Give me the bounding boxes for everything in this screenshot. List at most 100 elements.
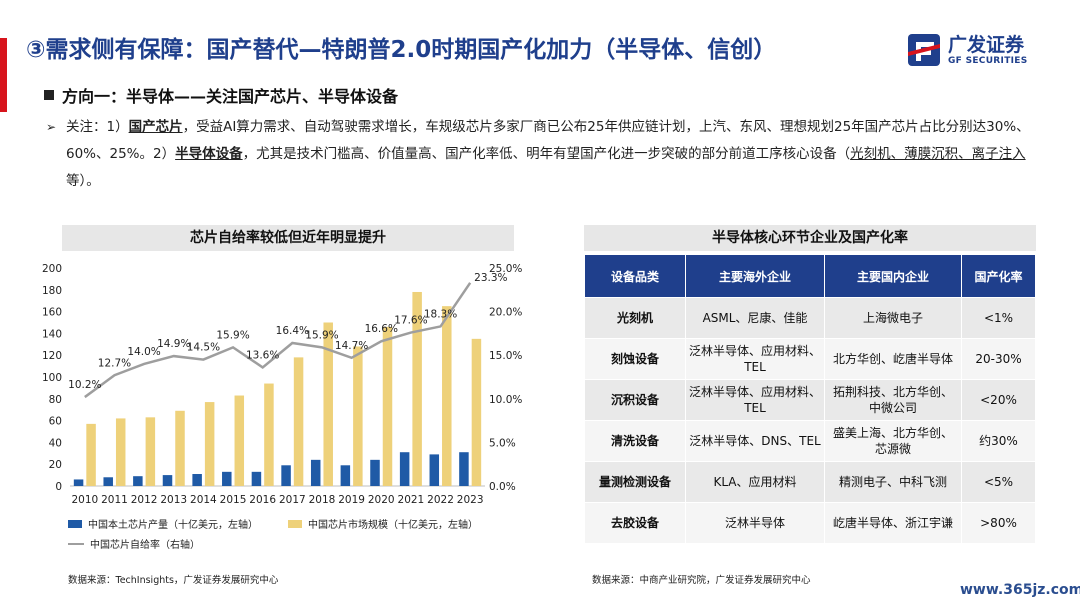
- table-header-cell: 主要海外企业: [685, 254, 825, 298]
- y-left-tick-label: 200: [42, 263, 62, 275]
- table-row: 量测检测设备 KLA、应用材料 精测电子、中科飞测 <5%: [584, 461, 1036, 503]
- legend-label-rate: 中国芯片自给率（右轴）: [90, 540, 200, 551]
- subheading-text: 方向一：半导体——关注国产芯片、半导体设备: [62, 87, 399, 106]
- keyword-semiconductor-equipment: 半导体设备: [175, 146, 243, 162]
- bar-domestic-output: [281, 465, 291, 486]
- x-tick-label: 2016: [249, 494, 276, 506]
- y-left-tick-label: 120: [42, 350, 62, 362]
- table-cell: 20-30%: [961, 338, 1036, 380]
- gf-logo-icon: [908, 34, 940, 66]
- line-data-label: 15.9%: [216, 329, 249, 341]
- legend-item-domestic: 中国本土芯片产量（十亿美元，左轴）: [68, 516, 258, 531]
- x-tick-label: 2020: [368, 494, 395, 506]
- x-tick-label: 2013: [160, 494, 187, 506]
- line-data-label: 23.3%: [474, 272, 507, 284]
- line-self-sufficiency: [84, 282, 472, 399]
- table-cell: 泛林半导体、应用材料、TEL: [685, 379, 825, 421]
- bar-domestic-output: [192, 474, 202, 486]
- table-cell: 泛林半导体、应用材料、TEL: [685, 338, 825, 380]
- y-right-tick-label: 10.0%: [489, 394, 522, 406]
- bar-market-size: [353, 346, 363, 486]
- bar-domestic-output: [310, 459, 321, 486]
- table-cell: 上海微电子: [824, 297, 962, 339]
- table-cell: <1%: [961, 297, 1036, 339]
- table-header-cell: 主要国内企业: [824, 254, 962, 298]
- bar-domestic-output: [429, 454, 440, 486]
- y-right-tick-label: 20.0%: [489, 307, 522, 319]
- equipment-table: 设备品类 主要海外企业 主要国内企业 国产化率 光刻机 ASML、尼康、佳能 上海微…: [584, 254, 1036, 544]
- bar-market-size: [115, 418, 126, 486]
- y-left-tick-label: 60: [49, 416, 62, 428]
- bullet-text-1: 关注：1）: [66, 119, 129, 135]
- y-right-tick-label: 0.0%: [489, 481, 516, 493]
- y-left-tick-label: 140: [42, 328, 62, 340]
- line-data-label: 10.2%: [68, 379, 101, 391]
- bar-market-size: [323, 322, 333, 486]
- x-tick-label: 2018: [309, 494, 336, 506]
- table-cell: ASML、尼康、佳能: [685, 297, 825, 339]
- accent-bar: [0, 38, 7, 112]
- bar-domestic-output: [103, 477, 113, 486]
- line-data-label: 14.7%: [335, 340, 368, 352]
- bullet-text-3: ，尤其是技术门槛高、价值量高、国产化率低、明年有望国产化进一步突破的部分前道工序…: [242, 146, 851, 162]
- y-right-tick-label: 25.0%: [489, 263, 522, 275]
- table-cell: 刻蚀设备: [584, 338, 686, 380]
- table-cell: 量测检测设备: [584, 461, 686, 503]
- table-cell: 泛林半导体: [685, 502, 825, 544]
- x-tick-label: 2023: [457, 494, 484, 506]
- y-left-tick-label: 80: [49, 394, 62, 406]
- bar-domestic-output: [73, 479, 84, 486]
- x-tick-label: 2019: [338, 494, 365, 506]
- table-cell: <5%: [961, 461, 1036, 503]
- bar-market-size: [175, 410, 185, 486]
- table-row: 刻蚀设备 泛林半导体、应用材料、TEL 北方华创、屹唐半导体 20-30%: [584, 338, 1036, 380]
- table-cell: 北方华创、屹唐半导体: [824, 338, 962, 380]
- table-cell: 光刻机: [584, 297, 686, 339]
- bar-domestic-output: [162, 475, 173, 486]
- table-cell: 盛美上海、北方华创、芯源微: [824, 420, 962, 462]
- self-sufficiency-chart: 0 20 40 60 80 100 120 140 160 180 200 0.0% 5.0% 10.0%…: [42, 263, 522, 506]
- left-source-note: 数据来源：TechInsights，广发证券发展研究中心: [68, 575, 279, 586]
- line-data-label: 15.9%: [305, 329, 338, 341]
- table-cell: 约30%: [961, 420, 1036, 462]
- bar-domestic-output: [370, 459, 380, 486]
- table-header-cell: 设备品类: [584, 254, 686, 298]
- legend-line-rate: [68, 543, 84, 545]
- page-title: ③需求侧有保障：国产替代—特朗普2.0时期国产化加力（半导体、信创）: [26, 37, 777, 63]
- x-tick-label: 2011: [101, 494, 128, 506]
- x-tick-label: 2012: [131, 494, 158, 506]
- bar-market-size: [145, 417, 156, 486]
- y-left-tick-label: 0: [55, 481, 62, 493]
- table-row: 清洗设备 泛林半导体、DNS、TEL 盛美上海、北方华创、芯源微 约30%: [584, 420, 1036, 462]
- bullet-paragraph: ➢ 关注：1）国产芯片，受益AI算力需求、自动驾驶需求增长，车规级芯片多家厂商已…: [46, 114, 1056, 195]
- table-cell: 泛林半导体、DNS、TEL: [685, 420, 825, 462]
- table-cell: 去胶设备: [584, 502, 686, 544]
- line-data-label: 16.6%: [365, 323, 398, 335]
- logo-name-en: GF SECURITIES: [948, 56, 1028, 66]
- table-cell: 精测电子、中科飞测: [824, 461, 962, 503]
- line-data-label: 14.5%: [187, 342, 220, 354]
- table-row: 光刻机 ASML、尼康、佳能 上海微电子 <1%: [584, 297, 1036, 339]
- table-cell: <20%: [961, 379, 1036, 421]
- bullet-text-2: ，受益AI算力需求、自动驾驶需求增长，车规级芯片多家厂商已公布25年供应链计划，…: [66, 119, 1030, 162]
- table-cell: 沉积设备: [584, 379, 686, 421]
- legend-label-domestic: 中国本土芯片产量（十亿美元，左轴）: [88, 520, 258, 531]
- table-cell: 清洗设备: [584, 420, 686, 462]
- y-left-tick-label: 40: [49, 437, 62, 449]
- table-row: 去胶设备 泛林半导体 屹唐半导体、浙江宇谦 >80%: [584, 502, 1036, 544]
- bar-market-size: [86, 423, 96, 486]
- legend-swatch-domestic: [68, 520, 82, 528]
- bar-domestic-output: [222, 471, 232, 486]
- line-data-label: 17.6%: [394, 315, 427, 327]
- table-cell: 拓荆科技、北方华创、中微公司: [824, 379, 962, 421]
- bar-domestic-output: [340, 465, 351, 486]
- line-data-label: 18.3%: [424, 308, 457, 320]
- x-tick-label: 2022: [427, 494, 454, 506]
- bar-market-size: [412, 291, 422, 486]
- right-source-note: 数据来源：中商产业研究院，广发证券发展研究中心: [592, 575, 811, 586]
- bar-market-size: [264, 383, 274, 486]
- bar-domestic-output: [251, 471, 262, 486]
- x-tick-label: 2021: [398, 494, 425, 506]
- x-tick-label: 2015: [220, 494, 247, 506]
- bullet-text-4: 等）。: [66, 173, 100, 189]
